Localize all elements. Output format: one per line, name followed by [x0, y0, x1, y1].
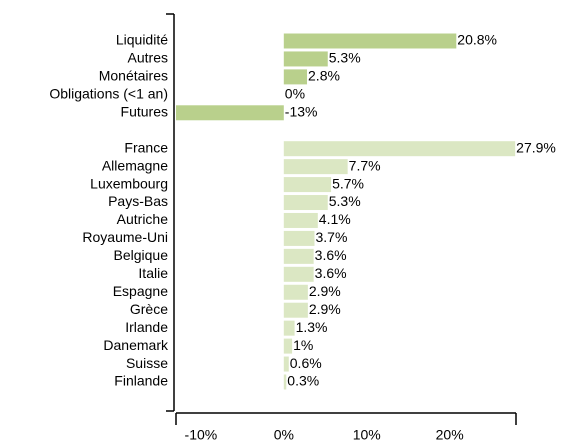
value-label: 2.8% — [308, 68, 340, 84]
bar — [283, 195, 328, 211]
value-label: 3.6% — [315, 265, 347, 281]
y-tick-label: Liquidité — [116, 32, 168, 48]
y-tick-label: Monétaires — [99, 68, 168, 84]
y-tick-label: Danemark — [103, 337, 169, 353]
value-label: 3.6% — [315, 247, 347, 263]
y-tick-label: Royaume-Uni — [82, 229, 168, 245]
y-tick-label: Autriche — [117, 211, 169, 227]
value-label: 2.9% — [309, 301, 341, 317]
bar — [283, 338, 293, 354]
value-label: 5.7% — [332, 175, 364, 191]
bar — [283, 177, 332, 193]
y-tick-label: France — [124, 139, 168, 155]
y-tick-label: Pays-Bas — [108, 193, 168, 209]
bar — [283, 248, 314, 264]
value-label: 3.7% — [315, 229, 347, 245]
value-label: 0.6% — [290, 355, 322, 371]
bar — [283, 374, 287, 390]
value-label: 1.3% — [296, 319, 328, 335]
y-tick-label: Finlande — [114, 373, 168, 389]
value-label: 1% — [293, 337, 313, 353]
y-tick-label: Futures — [121, 103, 168, 119]
bar — [283, 266, 314, 282]
bar — [283, 356, 289, 372]
bar — [283, 302, 308, 318]
value-label: 20.8% — [457, 32, 497, 48]
y-tick-label: Irlande — [125, 319, 168, 335]
value-label: 27.9% — [516, 139, 556, 155]
y-tick-label: Allemagne — [102, 157, 168, 173]
bar — [283, 69, 308, 85]
x-tick-label: -10% — [185, 427, 218, 443]
y-tick-label: Suisse — [126, 355, 168, 371]
y-tick-label: Autres — [128, 50, 168, 66]
x-tick-label: 10% — [353, 427, 381, 443]
value-label: 5.3% — [329, 50, 361, 66]
y-tick-label: Italie — [138, 265, 168, 281]
y-tick-label: Espagne — [113, 283, 168, 299]
value-label: 4.1% — [319, 211, 351, 227]
y-tick-label: Obligations (<1 an) — [49, 86, 168, 102]
x-tick-label: 0% — [274, 427, 294, 443]
value-label: -13% — [285, 103, 318, 119]
bar — [176, 105, 284, 121]
value-label: 7.7% — [349, 157, 381, 173]
bar — [283, 212, 318, 228]
value-label: 0.3% — [287, 373, 319, 389]
bar — [283, 284, 308, 300]
value-label: 0% — [285, 86, 305, 102]
bar — [283, 141, 516, 157]
y-tick-label: Grèce — [130, 301, 168, 317]
y-tick-label: Belgique — [114, 247, 169, 263]
bar — [283, 230, 315, 246]
bar — [283, 159, 348, 175]
value-label: 5.3% — [329, 193, 361, 209]
bar — [283, 320, 295, 336]
y-tick-label: Luxembourg — [90, 175, 168, 191]
bar — [283, 51, 328, 67]
value-label: 2.9% — [309, 283, 341, 299]
x-tick-label: 20% — [436, 427, 464, 443]
bar — [283, 33, 457, 49]
